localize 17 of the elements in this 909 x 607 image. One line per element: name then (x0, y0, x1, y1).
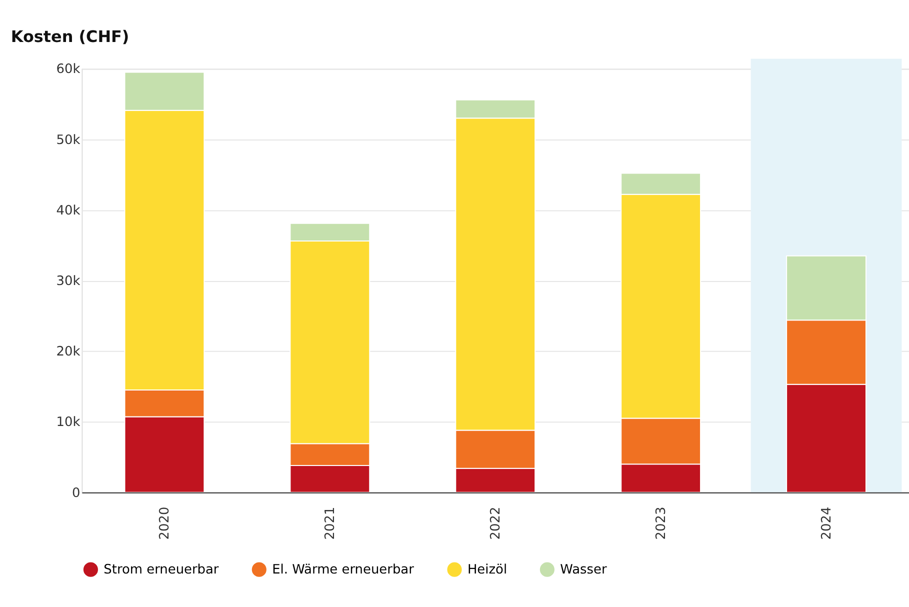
y-tick-label: 50k (56, 132, 81, 148)
y-tick-label: 20k (56, 344, 81, 360)
legend-label: El. Wärme erneuerbar (272, 562, 415, 578)
legend-label: Heizöl (467, 562, 508, 578)
legend-label: Wasser (560, 562, 608, 578)
y-tick-label: 30k (56, 274, 81, 290)
x-tick-label: 2023 (654, 506, 669, 540)
x-tick-label: 2020 (157, 506, 172, 540)
chart-title: Kosten (CHF) (10, 26, 130, 46)
legend-label: Strom erneuerbar (104, 562, 220, 578)
x-tick-label: 2022 (488, 506, 504, 540)
x-tick-label: 2021 (322, 506, 338, 540)
x-tick-label: 2024 (819, 506, 834, 540)
y-tick-label: 40k (56, 203, 81, 218)
y-tick-label: 60k (56, 62, 81, 78)
y-tick-label: 10k (56, 415, 81, 430)
y-tick-label: 0 (72, 486, 80, 501)
